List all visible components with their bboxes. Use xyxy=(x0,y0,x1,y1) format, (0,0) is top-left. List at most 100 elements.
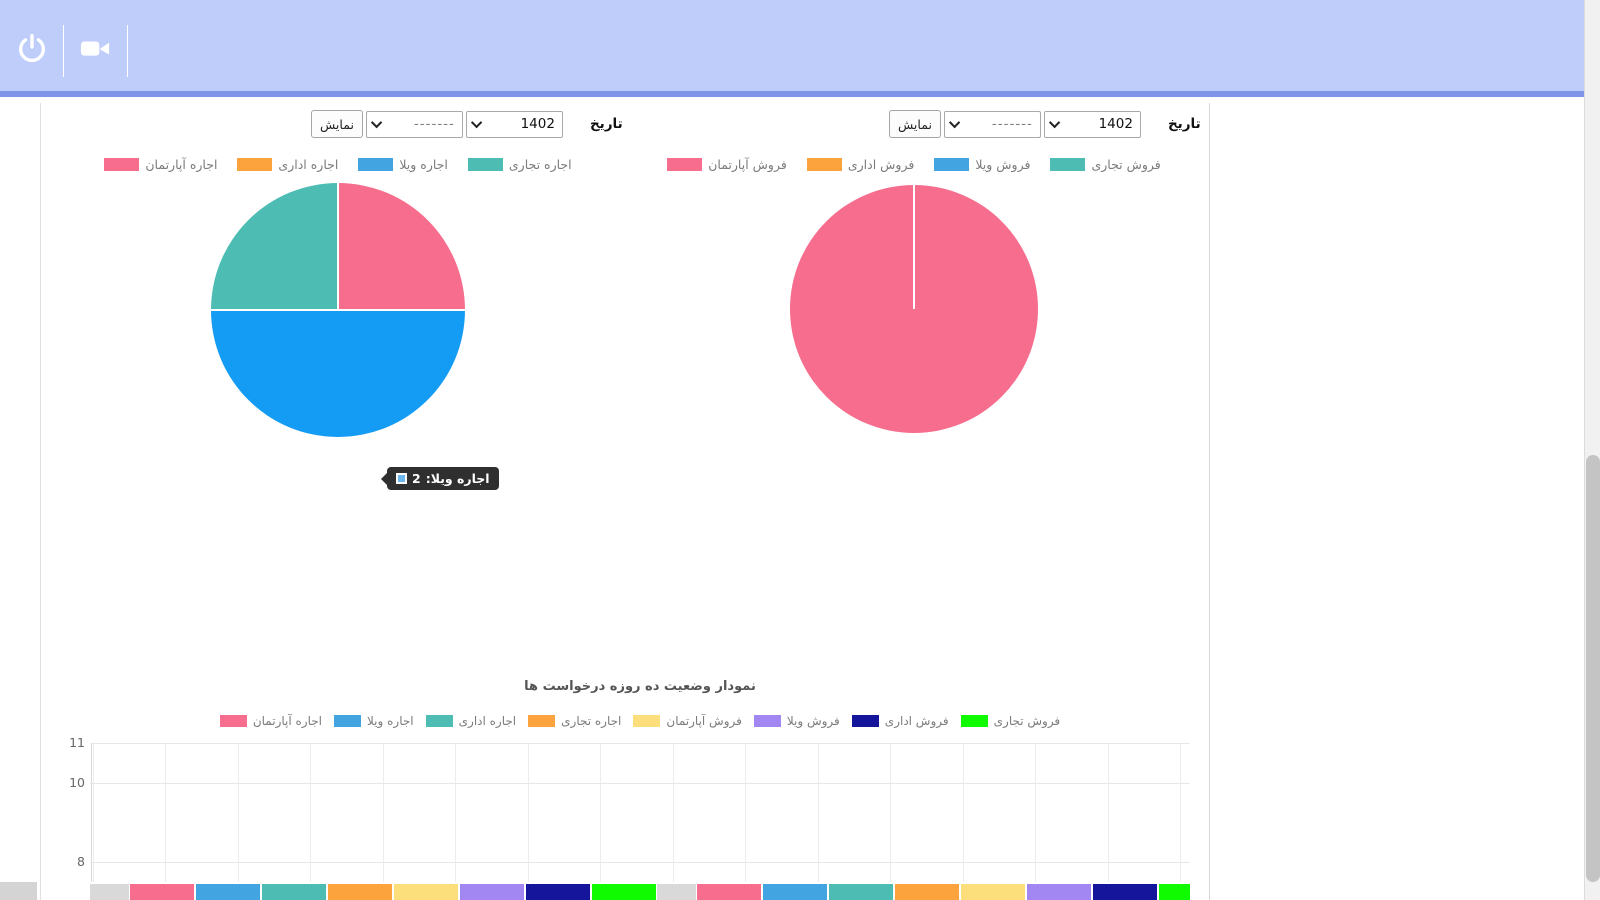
bar-top xyxy=(130,884,194,900)
tooltip-swatch xyxy=(396,473,407,484)
legend-swatch-icon xyxy=(851,715,879,727)
gridline-vertical xyxy=(1107,743,1109,882)
legend-label: فروش ویلا xyxy=(975,157,1031,172)
legend-item[interactable]: فروش تجاری xyxy=(960,714,1061,728)
legend-label: فروش تجاری xyxy=(1091,157,1161,172)
show-button[interactable]: نمایش xyxy=(311,110,363,138)
rent-pie-legend: اجاره آپارتمان اجاره اداری اجاره ویلا اجاره… xyxy=(78,157,598,172)
legend-item[interactable]: اجاره تجاری xyxy=(467,157,572,172)
legend-item[interactable]: فروش آپارتمان xyxy=(667,157,787,172)
gridline-horizontal xyxy=(90,862,1190,863)
legend-label: فروش آپارتمان xyxy=(708,157,787,172)
gridline-vertical xyxy=(745,743,747,882)
legend-item[interactable]: اجاره آپارتمان xyxy=(219,714,322,728)
header-bar xyxy=(0,0,1584,97)
legend-item[interactable]: اجاره تجاری xyxy=(528,714,621,728)
bar-chart-legend: اجاره آپارتمان اجاره ویلا اجاره اداری اجاره… xyxy=(90,714,1190,728)
bar-top xyxy=(1093,884,1157,900)
legend-item[interactable]: فروش ویلا xyxy=(753,714,840,728)
legend-item[interactable]: اجاره اداری xyxy=(237,157,338,172)
sale-pie-legend: فروش آپارتمان فروش اداری فروش ویلا فروش تجا… xyxy=(654,157,1174,172)
y-axis-tick-label: 11 xyxy=(69,735,85,750)
pie-tooltip: اجاره ویلا: 2 xyxy=(381,467,499,490)
bar-top xyxy=(526,884,590,900)
month-select-value: ------- xyxy=(991,116,1033,132)
bar-top xyxy=(262,884,326,900)
legend-label: اجاره اداری xyxy=(278,157,339,172)
month-select[interactable]: ------- xyxy=(943,110,1041,138)
chevron-down-icon xyxy=(1048,116,1061,129)
gridline-vertical xyxy=(817,743,819,882)
legend-label: فروش تجاری xyxy=(993,714,1061,728)
legend-label: فروش آپارتمان xyxy=(666,714,742,728)
gridline-vertical xyxy=(672,743,674,882)
year-select-value: 1402 xyxy=(520,116,555,132)
bar-top xyxy=(829,884,893,900)
legend-swatch-icon xyxy=(667,158,703,171)
pie-slice-divider xyxy=(913,185,915,309)
gridline-vertical xyxy=(382,743,384,882)
gridline-vertical xyxy=(1180,743,1181,882)
legend-label: اجاره تجاری xyxy=(561,714,622,728)
date-label: تاریخ xyxy=(589,116,623,132)
sale-requests-pie[interactable] xyxy=(790,185,1038,433)
bar-top xyxy=(657,884,696,900)
year-select[interactable]: 1402 xyxy=(1043,110,1141,138)
legend-item[interactable]: اجاره ویلا xyxy=(358,157,448,172)
month-select[interactable]: ------- xyxy=(365,110,463,138)
gridline-horizontal xyxy=(90,782,1190,784)
gridline-vertical xyxy=(455,743,457,882)
scrollbar-corner xyxy=(0,882,37,900)
legend-label: فروش اداری xyxy=(884,714,949,728)
legend-swatch-icon xyxy=(1050,158,1086,171)
legend-label: اجاره آپارتمان xyxy=(145,157,218,172)
content-card: نمایش ------- 1402 تاریخ نمایش ------- 1… xyxy=(40,103,1210,900)
bar-top xyxy=(697,884,761,900)
legend-label: اجاره ویلا xyxy=(399,157,448,172)
gridline-vertical xyxy=(237,743,239,882)
legend-item[interactable]: فروش اداری xyxy=(851,714,949,728)
legend-label: اجاره ویلا xyxy=(367,714,414,728)
gridline-horizontal xyxy=(90,743,1190,744)
legend-item[interactable]: فروش آپارتمان xyxy=(633,714,742,728)
gridline-vertical xyxy=(962,743,964,882)
vertical-scrollbar[interactable] xyxy=(1584,0,1600,900)
show-button[interactable]: نمایش xyxy=(889,110,941,138)
vertical-scrollbar-thumb[interactable] xyxy=(1586,455,1600,882)
date-label: تاریخ xyxy=(1167,116,1201,132)
gridline-vertical xyxy=(165,743,167,882)
legend-label: اجاره تجاری xyxy=(508,157,572,172)
year-select[interactable]: 1402 xyxy=(465,110,563,138)
y-axis-line xyxy=(91,743,92,882)
legend-label: فروش ویلا xyxy=(786,714,840,728)
power-button[interactable] xyxy=(14,30,50,66)
tooltip-caret xyxy=(381,472,387,485)
legend-item[interactable]: فروش ویلا xyxy=(934,157,1030,172)
y-axis-tick-label: 10 xyxy=(69,774,85,790)
legend-swatch-icon xyxy=(425,715,453,727)
legend-item[interactable]: اجاره اداری xyxy=(425,714,516,728)
bar-top xyxy=(90,884,129,900)
legend-item[interactable]: فروش تجاری xyxy=(1050,157,1161,172)
gridline-vertical xyxy=(310,743,312,882)
rent-requests-pie[interactable] xyxy=(211,183,465,437)
legend-swatch-icon xyxy=(753,715,781,727)
bar-top xyxy=(763,884,827,900)
legend-swatch-icon xyxy=(358,158,394,171)
legend-item[interactable]: فروش اداری xyxy=(806,157,914,172)
pie-slice-divider xyxy=(211,309,465,311)
y-axis-tick-label: 8 xyxy=(77,854,85,869)
legend-swatch-icon xyxy=(104,158,140,171)
bar-chart-plot-area xyxy=(90,743,1190,882)
legend-item[interactable]: اجاره آپارتمان xyxy=(104,157,217,172)
bar-top xyxy=(961,884,1025,900)
bar-top xyxy=(1159,884,1190,900)
camera-button[interactable] xyxy=(77,30,113,66)
tooltip-value: 2 xyxy=(412,471,421,486)
gridline-vertical xyxy=(890,743,892,882)
legend-item[interactable]: اجاره ویلا xyxy=(334,714,414,728)
filter-group-right: نمایش ------- 1402 تاریخ xyxy=(889,109,1201,139)
chevron-down-icon xyxy=(948,116,961,129)
header-separator xyxy=(127,25,128,77)
